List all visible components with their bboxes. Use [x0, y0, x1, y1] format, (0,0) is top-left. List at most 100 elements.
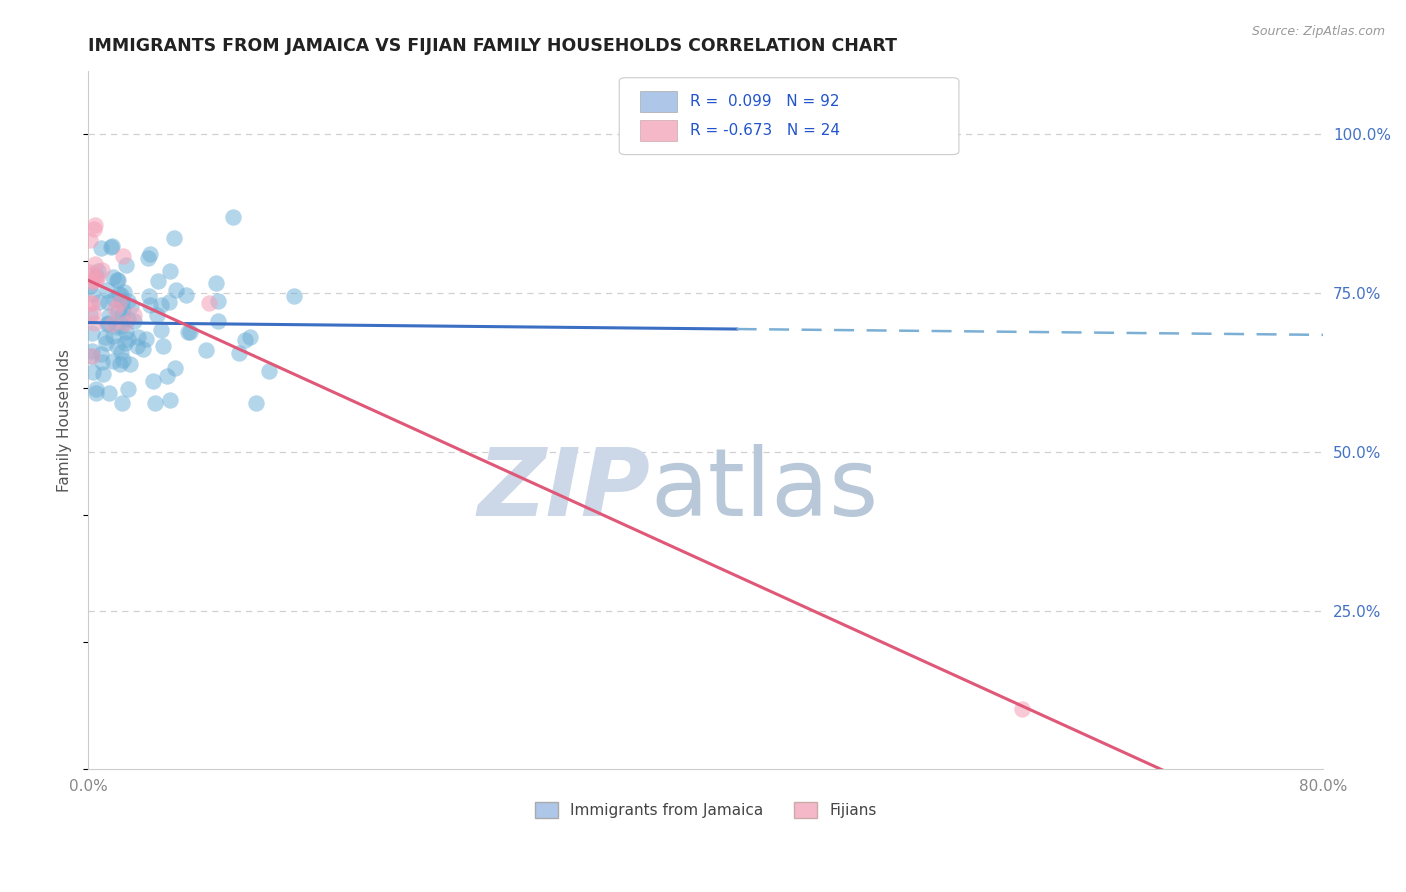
- Point: [233, 333, 256, 347]
- Point: [245, 396, 267, 410]
- Point: [84, 218, 107, 232]
- Point: [98, 385, 121, 400]
- Point: [82, 343, 104, 358]
- Point: [1011, 702, 1033, 716]
- Point: [100, 240, 122, 254]
- Point: [259, 364, 281, 378]
- Point: [79, 279, 101, 293]
- Point: [86, 271, 108, 285]
- Point: [114, 325, 136, 339]
- Point: [112, 302, 135, 317]
- Point: [165, 284, 187, 298]
- Point: [104, 302, 127, 317]
- Point: [222, 210, 245, 224]
- Point: [139, 298, 162, 312]
- Point: [110, 345, 132, 359]
- Point: [100, 239, 122, 253]
- Point: [79, 296, 101, 310]
- Point: [82, 306, 104, 320]
- Text: ZIP: ZIP: [477, 444, 650, 536]
- Point: [283, 288, 305, 302]
- Point: [79, 265, 101, 279]
- Point: [96, 283, 118, 297]
- Point: [107, 273, 129, 287]
- Point: [91, 355, 114, 369]
- Point: [79, 309, 101, 323]
- Point: [179, 325, 201, 339]
- Point: [105, 339, 128, 353]
- Text: R =  0.099   N = 92: R = 0.099 N = 92: [690, 94, 839, 109]
- Point: [80, 349, 103, 363]
- Point: [131, 343, 153, 357]
- Point: [124, 309, 146, 323]
- Point: [195, 343, 218, 357]
- Point: [110, 358, 132, 372]
- FancyBboxPatch shape: [640, 91, 678, 112]
- Point: [198, 296, 221, 310]
- Point: [84, 268, 107, 283]
- Point: [94, 335, 117, 350]
- Point: [83, 222, 105, 236]
- Point: [97, 316, 120, 330]
- Point: [79, 268, 101, 282]
- Point: [117, 382, 139, 396]
- Point: [90, 241, 112, 255]
- Point: [97, 309, 120, 323]
- Point: [141, 374, 163, 388]
- Point: [108, 287, 131, 301]
- Point: [101, 354, 124, 368]
- Point: [84, 382, 107, 396]
- Point: [118, 357, 141, 371]
- Point: [96, 318, 118, 332]
- Point: [163, 230, 186, 244]
- Text: atlas: atlas: [650, 444, 879, 536]
- Point: [228, 346, 250, 360]
- Point: [125, 339, 148, 353]
- FancyBboxPatch shape: [640, 120, 678, 141]
- Y-axis label: Family Households: Family Households: [58, 349, 72, 491]
- Point: [80, 296, 103, 310]
- Point: [83, 257, 105, 271]
- Point: [103, 329, 125, 343]
- Point: [101, 269, 124, 284]
- Point: [110, 294, 132, 309]
- Text: Source: ZipAtlas.com: Source: ZipAtlas.com: [1251, 25, 1385, 38]
- Point: [94, 330, 117, 344]
- Point: [120, 299, 142, 313]
- Text: IMMIGRANTS FROM JAMAICA VS FIJIAN FAMILY HOUSEHOLDS CORRELATION CHART: IMMIGRANTS FROM JAMAICA VS FIJIAN FAMILY…: [89, 37, 897, 55]
- Point: [207, 314, 229, 328]
- Point: [176, 325, 198, 339]
- Point: [176, 287, 198, 301]
- Point: [146, 275, 169, 289]
- Point: [82, 326, 104, 340]
- Point: [138, 289, 160, 303]
- Point: [117, 332, 139, 346]
- Point: [111, 309, 134, 323]
- Point: [82, 366, 104, 380]
- Point: [114, 317, 136, 331]
- Point: [90, 347, 112, 361]
- Point: [117, 311, 139, 326]
- Point: [100, 317, 122, 331]
- Point: [105, 319, 128, 334]
- Point: [239, 330, 262, 344]
- Point: [122, 314, 145, 328]
- Point: [138, 246, 160, 260]
- Point: [79, 234, 101, 248]
- Point: [112, 285, 135, 299]
- Point: [84, 385, 107, 400]
- Point: [146, 309, 169, 323]
- Text: R = -0.673   N = 24: R = -0.673 N = 24: [690, 123, 839, 138]
- Point: [105, 273, 128, 287]
- Point: [157, 295, 180, 310]
- Point: [114, 258, 136, 272]
- Point: [82, 273, 104, 287]
- Point: [91, 262, 114, 277]
- Point: [156, 368, 179, 383]
- Point: [117, 294, 139, 309]
- Point: [80, 349, 103, 363]
- Point: [110, 318, 132, 333]
- Point: [91, 367, 114, 381]
- Point: [135, 332, 157, 346]
- Point: [82, 276, 104, 290]
